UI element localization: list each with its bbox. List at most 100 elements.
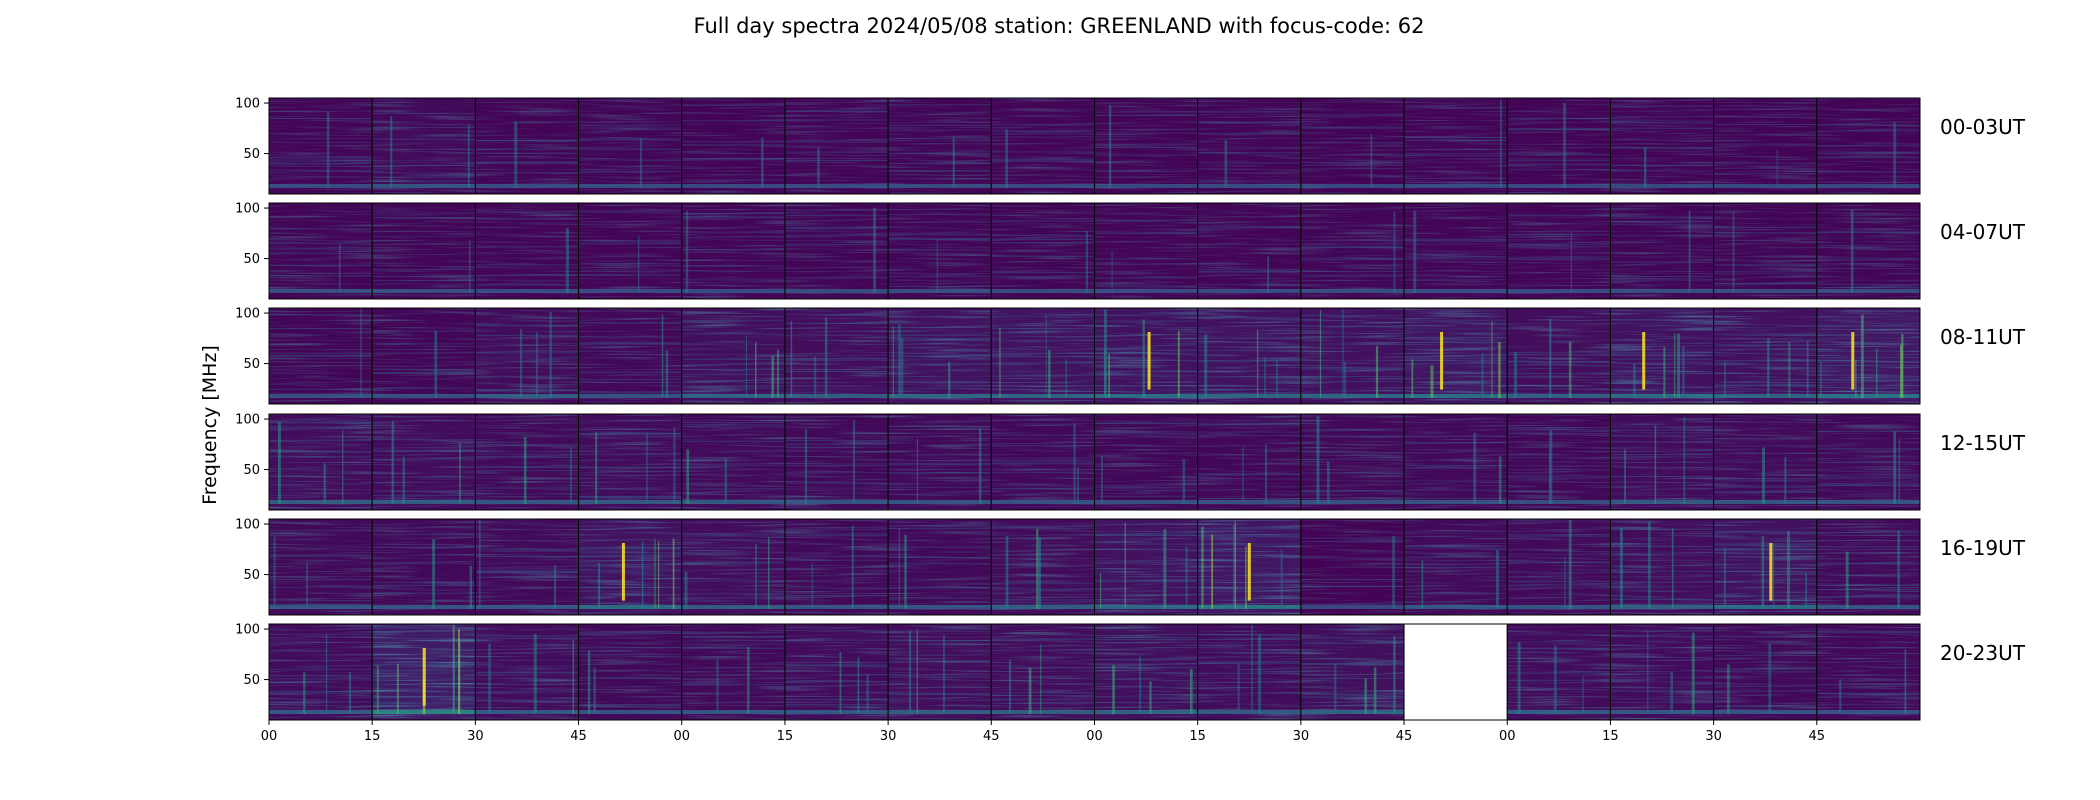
low-frequency-band bbox=[888, 184, 992, 188]
low-frequency-band bbox=[991, 710, 1095, 714]
spectrum-panel bbox=[990, 623, 1095, 721]
panel-noise bbox=[1404, 414, 1508, 510]
spectrum-panel bbox=[1713, 202, 1818, 300]
panel-noise bbox=[1507, 414, 1611, 510]
x-tick-label: 30 bbox=[1705, 729, 1722, 744]
panel-noise bbox=[1713, 203, 1817, 299]
low-frequency-band bbox=[578, 289, 682, 293]
spectrum-panel bbox=[578, 623, 683, 721]
spectrum-panel bbox=[990, 413, 1095, 511]
spectrum-panel bbox=[1197, 307, 1302, 405]
panel-noise bbox=[1404, 98, 1508, 194]
low-frequency-band bbox=[888, 394, 992, 398]
panel-noise bbox=[1507, 98, 1611, 194]
low-frequency-band bbox=[372, 500, 476, 504]
low-frequency-band bbox=[784, 710, 889, 714]
panel-noise bbox=[1610, 624, 1714, 720]
panel-noise bbox=[681, 624, 785, 720]
low-frequency-band bbox=[269, 500, 373, 504]
spectra-panels: 100 50 100 50 100 50 100 50 100 50 100 50 bbox=[235, 97, 1921, 721]
spectrum-panel bbox=[1713, 307, 1818, 405]
spectrum-panel bbox=[1816, 202, 1921, 300]
row-time-label: 16-19UT bbox=[1940, 536, 2026, 560]
spectrum-panel bbox=[1094, 518, 1199, 616]
panel-noise bbox=[784, 98, 889, 194]
spectrum-panel bbox=[268, 307, 373, 405]
spectrum-panel bbox=[1300, 307, 1405, 405]
spectrum-panel bbox=[1094, 413, 1199, 511]
spectrum-panel bbox=[1506, 307, 1611, 405]
spectrum-panel bbox=[1403, 202, 1508, 300]
spectrum-panel bbox=[681, 97, 786, 195]
low-frequency-band bbox=[1404, 500, 1508, 504]
row-time-label: 04-07UT bbox=[1940, 220, 2026, 244]
spectrum-panel bbox=[1403, 97, 1508, 195]
y-tick-label: 50 bbox=[243, 252, 260, 267]
x-tick-label: 45 bbox=[1809, 729, 1826, 744]
low-frequency-band bbox=[1713, 710, 1817, 714]
low-frequency-band bbox=[372, 289, 476, 293]
low-frequency-band bbox=[372, 605, 476, 609]
spectrum-panel bbox=[371, 413, 476, 511]
panel-noise bbox=[578, 624, 682, 720]
low-frequency-band bbox=[578, 394, 682, 398]
spectrum-panel bbox=[887, 97, 992, 195]
spectrum-panel bbox=[578, 202, 683, 300]
low-frequency-band bbox=[1197, 710, 1301, 714]
panel-noise bbox=[1610, 98, 1714, 194]
panel-noise bbox=[372, 414, 476, 510]
low-frequency-band bbox=[269, 605, 373, 609]
chart-title: Full day spectra 2024/05/08 station: GRE… bbox=[694, 14, 1425, 38]
low-frequency-band bbox=[1816, 184, 1920, 188]
low-frequency-band bbox=[269, 289, 373, 293]
y-tick-label: 100 bbox=[235, 623, 260, 638]
spectrum-panel bbox=[990, 202, 1095, 300]
spectrum-panel bbox=[1816, 307, 1921, 405]
panel-noise bbox=[578, 98, 682, 194]
panel-noise bbox=[681, 98, 785, 194]
low-frequency-band bbox=[991, 500, 1095, 504]
panel-noise bbox=[1713, 308, 1817, 404]
panel-noise bbox=[475, 98, 579, 194]
low-frequency-band bbox=[991, 394, 1095, 398]
spectrum-panel bbox=[268, 413, 373, 511]
low-frequency-band bbox=[1404, 394, 1508, 398]
spectrum-panel bbox=[578, 518, 683, 616]
y-tick-label: 50 bbox=[243, 673, 260, 688]
low-frequency-band bbox=[1094, 394, 1198, 398]
low-frequency-band bbox=[1713, 605, 1817, 609]
low-frequency-band bbox=[1507, 289, 1611, 293]
low-frequency-band bbox=[1816, 289, 1920, 293]
low-frequency-band bbox=[1610, 184, 1714, 188]
low-frequency-band bbox=[888, 500, 992, 504]
spectrum-panel bbox=[1506, 202, 1611, 300]
y-axis-ticks: 100 50 bbox=[235, 518, 269, 583]
spectrum-panel bbox=[1403, 413, 1508, 511]
spectrum-panel bbox=[1197, 518, 1302, 616]
panel-noise bbox=[784, 308, 889, 404]
low-frequency-band bbox=[1816, 710, 1920, 714]
y-axis-ticks: 100 50 bbox=[235, 623, 269, 688]
spectrum-panel bbox=[1403, 518, 1508, 616]
low-frequency-band bbox=[784, 184, 889, 188]
panel-noise bbox=[888, 203, 992, 299]
x-tick-label: 00 bbox=[1499, 729, 1516, 744]
y-tick-label: 100 bbox=[235, 202, 260, 217]
low-frequency-band bbox=[1404, 289, 1508, 293]
spectrum-panel bbox=[1713, 623, 1818, 721]
spectrum-panel bbox=[990, 307, 1095, 405]
low-frequency-band bbox=[1197, 394, 1301, 398]
panel-noise bbox=[269, 98, 373, 194]
panel-noise bbox=[1816, 624, 1920, 720]
panel-noise bbox=[578, 414, 682, 510]
low-frequency-band bbox=[578, 500, 682, 504]
panel-noise bbox=[578, 203, 682, 299]
panel-noise bbox=[1610, 519, 1714, 615]
low-frequency-band bbox=[1713, 289, 1817, 293]
panel-noise bbox=[681, 519, 785, 615]
low-frequency-band bbox=[475, 710, 579, 714]
low-frequency-band bbox=[269, 184, 373, 188]
panel-noise bbox=[1713, 98, 1817, 194]
spectrum-panel bbox=[1713, 97, 1818, 195]
low-frequency-band bbox=[991, 289, 1095, 293]
